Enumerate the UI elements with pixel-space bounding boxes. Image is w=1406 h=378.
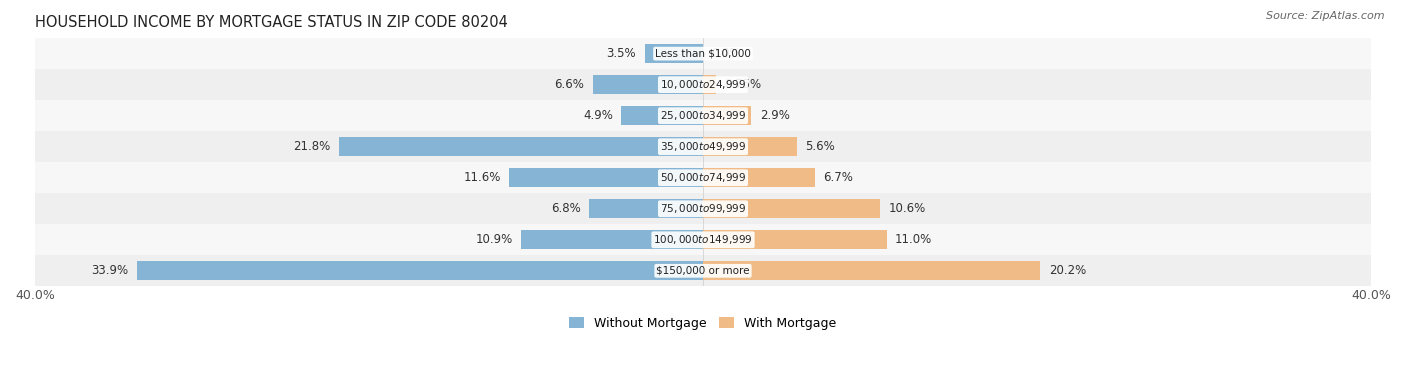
Bar: [703, 262, 1040, 280]
Text: $75,000 to $99,999: $75,000 to $99,999: [659, 202, 747, 215]
Text: $35,000 to $49,999: $35,000 to $49,999: [659, 140, 747, 153]
Bar: [703, 106, 751, 125]
Bar: [589, 200, 703, 218]
Text: 6.7%: 6.7%: [824, 171, 853, 184]
Bar: [522, 231, 703, 249]
Text: 10.9%: 10.9%: [475, 233, 513, 246]
Bar: [35, 224, 1371, 255]
Bar: [703, 169, 815, 187]
Bar: [35, 100, 1371, 131]
Text: Source: ZipAtlas.com: Source: ZipAtlas.com: [1267, 11, 1385, 21]
Text: $50,000 to $74,999: $50,000 to $74,999: [659, 171, 747, 184]
Bar: [35, 193, 1371, 224]
Text: Less than $10,000: Less than $10,000: [655, 49, 751, 59]
Text: 4.9%: 4.9%: [583, 109, 613, 122]
Text: 2.9%: 2.9%: [759, 109, 790, 122]
Text: 21.8%: 21.8%: [294, 140, 330, 153]
Bar: [35, 162, 1371, 193]
Bar: [703, 75, 716, 94]
Bar: [35, 38, 1371, 69]
Bar: [644, 44, 703, 63]
Bar: [35, 69, 1371, 100]
Text: 0.0%: 0.0%: [711, 47, 741, 60]
Text: 6.8%: 6.8%: [551, 202, 581, 215]
Text: HOUSEHOLD INCOME BY MORTGAGE STATUS IN ZIP CODE 80204: HOUSEHOLD INCOME BY MORTGAGE STATUS IN Z…: [35, 15, 508, 30]
Text: 11.0%: 11.0%: [896, 233, 932, 246]
Bar: [35, 131, 1371, 162]
Text: 3.5%: 3.5%: [606, 47, 636, 60]
Bar: [339, 137, 703, 156]
Text: $10,000 to $24,999: $10,000 to $24,999: [659, 78, 747, 91]
Text: $100,000 to $149,999: $100,000 to $149,999: [654, 233, 752, 246]
Bar: [136, 262, 703, 280]
Text: $25,000 to $34,999: $25,000 to $34,999: [659, 109, 747, 122]
Text: 11.6%: 11.6%: [464, 171, 501, 184]
Bar: [703, 200, 880, 218]
Bar: [509, 169, 703, 187]
Text: 33.9%: 33.9%: [91, 264, 128, 277]
Bar: [703, 231, 887, 249]
Bar: [621, 106, 703, 125]
Text: 6.6%: 6.6%: [554, 78, 585, 91]
Bar: [35, 255, 1371, 286]
Text: 20.2%: 20.2%: [1049, 264, 1085, 277]
Legend: Without Mortgage, With Mortgage: Without Mortgage, With Mortgage: [564, 312, 842, 335]
Text: $150,000 or more: $150,000 or more: [657, 266, 749, 276]
Bar: [703, 137, 797, 156]
Text: 0.75%: 0.75%: [724, 78, 761, 91]
Bar: [593, 75, 703, 94]
Text: 10.6%: 10.6%: [889, 202, 925, 215]
Text: 5.6%: 5.6%: [804, 140, 835, 153]
